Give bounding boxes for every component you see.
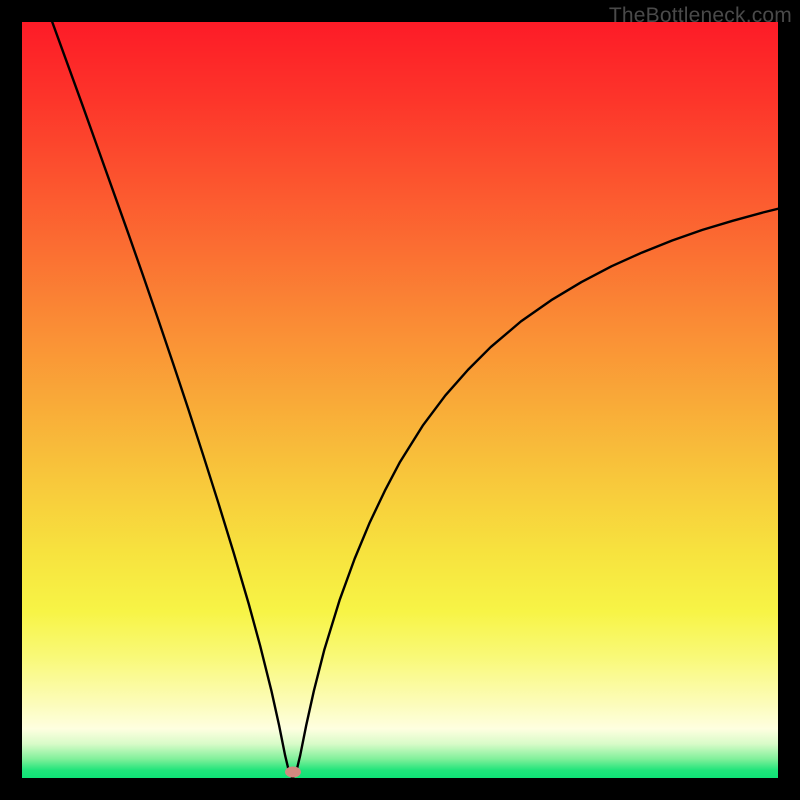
bottleneck-curve xyxy=(22,22,778,778)
watermark-text: TheBottleneck.com xyxy=(609,4,792,28)
optimum-marker xyxy=(285,766,301,777)
plot-area xyxy=(22,22,778,778)
